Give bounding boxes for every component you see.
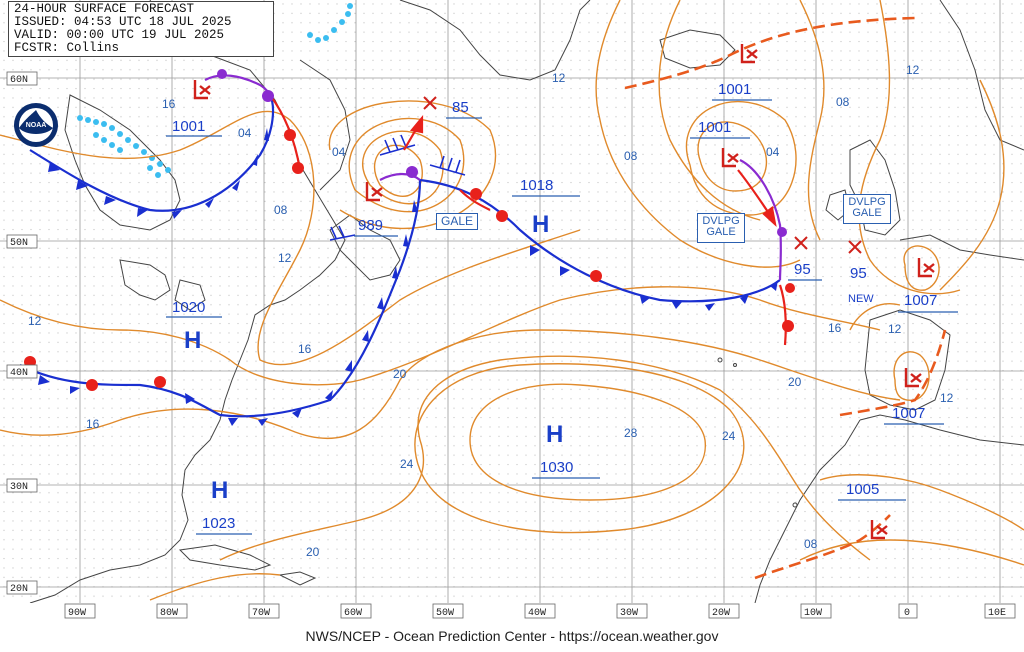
isobar-label: 04 bbox=[238, 126, 252, 140]
ice-edge bbox=[77, 3, 353, 178]
high-symbol-1018: H bbox=[532, 211, 549, 238]
isobar-label: 08 bbox=[624, 149, 638, 163]
dot-grid bbox=[0, 0, 1024, 622]
isobar-label: 24 bbox=[400, 457, 414, 471]
lon-label: 20W bbox=[712, 608, 730, 619]
low-symbol-mid bbox=[721, 148, 739, 168]
lon-label: 30W bbox=[620, 608, 638, 619]
high-symbol-1023: H bbox=[211, 477, 228, 504]
low-symbol-989 bbox=[365, 182, 383, 202]
future-85: 85 bbox=[452, 99, 469, 116]
isobar-label: 20 bbox=[306, 545, 320, 559]
gale-warning-west: GALE bbox=[436, 213, 478, 230]
low-symbol-west bbox=[193, 80, 211, 100]
lat-label: 50N bbox=[10, 238, 28, 249]
dvlpg-text: DVLPG bbox=[702, 215, 740, 227]
gale-warning-text: GALE bbox=[440, 214, 473, 228]
high-centers: H H H H bbox=[184, 211, 563, 504]
lat-label: 20N bbox=[10, 584, 28, 595]
lon-label: 50W bbox=[436, 608, 454, 619]
header-title: 24-HOUR SURFACE FORECAST bbox=[14, 2, 195, 16]
low-symbol-africa bbox=[870, 520, 888, 540]
pressure-1007-uk: 1007 bbox=[904, 292, 937, 309]
isobar-label: 04 bbox=[332, 145, 346, 159]
low-symbols bbox=[193, 44, 935, 540]
isobar-labels: 04 08 12 12 16 20 24 28 20 24 16 12 08 0… bbox=[28, 63, 954, 559]
high-symbol-1030: H bbox=[546, 421, 563, 448]
lon-label: 10E bbox=[988, 608, 1006, 619]
lat-label: 40N bbox=[10, 368, 28, 379]
dvlpg-gale-warning-east: DVLPG GALE bbox=[697, 213, 745, 243]
isobars bbox=[0, 0, 1024, 601]
lon-label: 60W bbox=[344, 608, 362, 619]
gale-text: GALE bbox=[852, 207, 882, 219]
pressure-1007-iberia: 1007 bbox=[892, 405, 925, 422]
pressure-1005-africa: 1005 bbox=[846, 481, 879, 498]
lon-labels: 90W 80W 70W 60W 50W 40W 30W 20W 10W 0 10… bbox=[0, 603, 1024, 620]
low-symbol-north bbox=[740, 44, 758, 64]
isobar-label: 16 bbox=[162, 97, 176, 111]
footer-credit: NWS/NCEP - Ocean Prediction Center - htt… bbox=[305, 628, 719, 644]
forecast-header: 24-HOUR SURFACE FORECAST ISSUED: 04:53 U… bbox=[8, 1, 274, 57]
pressure-1001-west: 1001 bbox=[172, 118, 205, 135]
isobar-label: 20 bbox=[393, 367, 407, 381]
lon-label: 90W bbox=[68, 608, 86, 619]
occlusion-points bbox=[217, 69, 787, 237]
cold-front-triangles bbox=[38, 128, 778, 426]
pressure-989: 989 bbox=[358, 217, 383, 234]
lat-label: 30N bbox=[10, 482, 28, 493]
header-forecaster: FCSTR: Collins bbox=[14, 41, 120, 55]
dvlpg-text: DVLPG bbox=[848, 196, 886, 208]
lon-label: 10W bbox=[804, 608, 822, 619]
low-symbol-iberia bbox=[904, 368, 922, 388]
isobar-label: 12 bbox=[888, 322, 902, 336]
pressure-1001-north: 1001 bbox=[718, 81, 751, 98]
lat-label: 60N bbox=[10, 75, 28, 86]
lon-label: 40W bbox=[528, 608, 546, 619]
pressure-1001-mid: 1001 bbox=[698, 119, 731, 136]
isobar-label: 08 bbox=[836, 95, 850, 109]
isobar-label: 12 bbox=[278, 251, 292, 265]
isobar-label: 28 bbox=[624, 426, 638, 440]
isobar-label: 20 bbox=[788, 375, 802, 389]
noaa-logo-text: NOAA bbox=[26, 122, 47, 129]
lon-label: 0 bbox=[904, 608, 910, 619]
future-position-markers bbox=[423, 96, 862, 254]
lon-label: 70W bbox=[252, 608, 270, 619]
pressure-1023: 1023 bbox=[202, 515, 235, 532]
isobar-label: 16 bbox=[298, 342, 312, 356]
future-new: NEW bbox=[848, 293, 874, 305]
isobar-label: 08 bbox=[274, 203, 288, 217]
low-symbol-uk bbox=[917, 258, 935, 278]
future-95-a: 95 bbox=[794, 261, 811, 278]
isobar-label: 12 bbox=[940, 391, 954, 405]
troughs bbox=[624, 16, 947, 580]
wind-barbs bbox=[329, 134, 466, 241]
isobar-label: 24 bbox=[722, 429, 736, 443]
dvlpg-gale-warning-uk: DVLPG GALE bbox=[843, 194, 891, 224]
isobar-label: 12 bbox=[906, 63, 920, 77]
isobar-label: 16 bbox=[828, 321, 842, 335]
noaa-logo: NOAA bbox=[14, 103, 58, 147]
gale-text: GALE bbox=[706, 226, 736, 238]
pressure-values: 1020 1023 1030 1018 1001 989 1001 1001 1… bbox=[172, 81, 937, 532]
lat-labels: 60N 50N 40N 30N 20N bbox=[6, 71, 38, 595]
pressure-1030: 1030 bbox=[540, 459, 573, 476]
value-underlines bbox=[166, 99, 958, 535]
lon-label: 80W bbox=[160, 608, 178, 619]
header-issued: ISSUED: 04:53 UTC 18 JUL 2025 bbox=[14, 15, 232, 29]
header-valid: VALID: 00:00 UTC 19 JUL 2025 bbox=[14, 28, 225, 42]
future-95-b: 95 bbox=[850, 265, 867, 282]
high-symbol-1020: H bbox=[184, 327, 201, 354]
isobar-label: 16 bbox=[86, 417, 100, 431]
isobar-label: 12 bbox=[28, 314, 42, 328]
isobar-label: 12 bbox=[552, 71, 566, 85]
isobar-label: 08 bbox=[804, 537, 818, 551]
movement-arrows bbox=[403, 114, 777, 228]
isobar-label: 04 bbox=[766, 145, 780, 159]
pressure-1020: 1020 bbox=[172, 299, 205, 316]
pressure-1018: 1018 bbox=[520, 177, 553, 194]
